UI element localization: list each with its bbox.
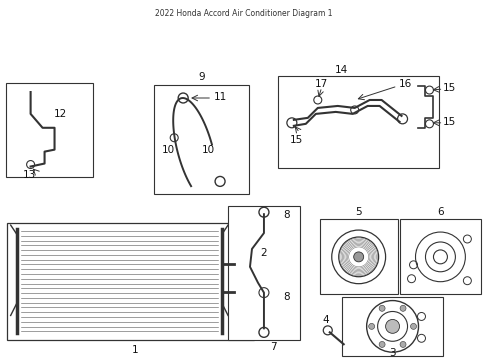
Text: 4: 4	[322, 315, 328, 325]
Bar	[341, 297, 443, 356]
Bar	[244, 258, 273, 325]
Text: 10: 10	[162, 145, 174, 155]
Text: 8: 8	[283, 210, 289, 220]
Bar	[249, 309, 267, 320]
Circle shape	[399, 305, 405, 311]
Text: 7: 7	[270, 342, 277, 352]
Text: 16: 16	[398, 79, 411, 89]
Text: 11: 11	[213, 92, 226, 102]
Text: 17: 17	[314, 79, 328, 89]
Bar	[154, 85, 248, 194]
Bar	[6, 83, 93, 177]
Circle shape	[399, 342, 405, 347]
Text: 6: 6	[436, 207, 443, 217]
Circle shape	[410, 323, 416, 329]
Circle shape	[378, 342, 385, 347]
Text: 3: 3	[388, 348, 395, 358]
Circle shape	[385, 319, 399, 333]
Circle shape	[353, 252, 363, 262]
Circle shape	[378, 305, 385, 311]
Text: 15: 15	[442, 83, 455, 93]
Text: 2: 2	[260, 248, 267, 258]
Text: 1: 1	[132, 345, 138, 355]
Text: 8: 8	[283, 292, 289, 302]
Text: 9: 9	[199, 72, 205, 82]
Text: 2022 Honda Accord Air Conditioner Diagram 1: 2022 Honda Accord Air Conditioner Diagra…	[155, 9, 332, 18]
Bar	[399, 219, 480, 294]
Circle shape	[368, 323, 374, 329]
Bar	[319, 219, 397, 294]
Text: 13: 13	[23, 170, 36, 180]
Text: 15: 15	[442, 117, 455, 127]
Text: 10: 10	[201, 145, 214, 155]
Text: 5: 5	[355, 207, 361, 217]
Bar	[7, 223, 253, 340]
Text: 15: 15	[290, 135, 303, 145]
Bar	[277, 76, 439, 167]
Text: 14: 14	[334, 65, 347, 75]
Bar	[227, 206, 299, 340]
Text: 12: 12	[54, 109, 67, 119]
